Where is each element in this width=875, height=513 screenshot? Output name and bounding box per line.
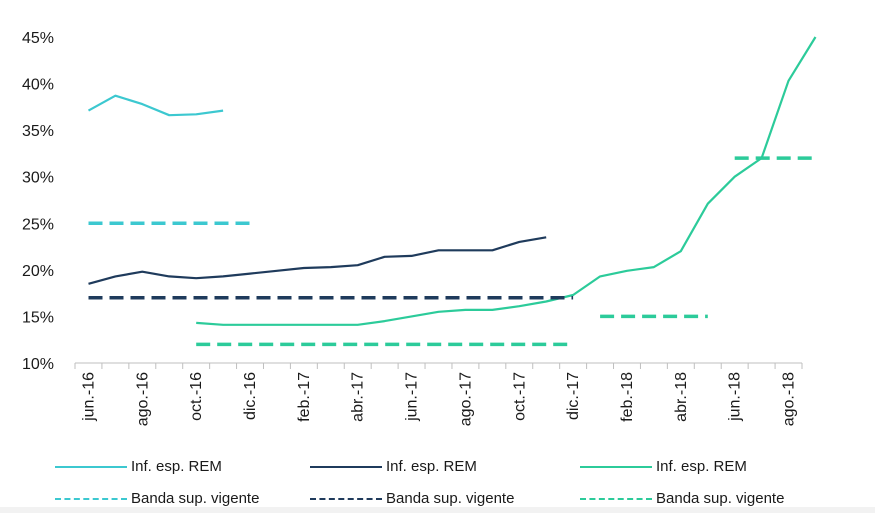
legend-label: Inf. esp. REM bbox=[386, 458, 477, 475]
x-tick-label: jun.-18 bbox=[727, 372, 744, 422]
y-tick-label: 30% bbox=[22, 170, 54, 187]
legend-swatch bbox=[580, 497, 652, 500]
legend-item: Banda sup. vigente bbox=[55, 490, 259, 507]
x-axis bbox=[74, 362, 803, 369]
x-tick-label: oct.-17 bbox=[511, 372, 528, 421]
y-tick-label: 45% bbox=[22, 30, 54, 47]
y-tick-label: 40% bbox=[22, 77, 54, 94]
legend-swatch bbox=[310, 497, 382, 500]
x-tick-label: feb.-17 bbox=[296, 372, 313, 422]
legend-item: Banda sup. vigente bbox=[580, 490, 784, 507]
x-tick-label: dic.-17 bbox=[565, 372, 582, 420]
series-line bbox=[196, 36, 817, 326]
chart-legend: Inf. esp. REM Inf. esp. REM Inf. esp. RE… bbox=[0, 448, 875, 513]
legend-label: Banda sup. vigente bbox=[386, 490, 515, 507]
x-axis-ticks: jun.-16 ago.-16 oct.-16 dic.-16 feb.-17 abr.-… bbox=[80, 372, 797, 426]
legend-label: Inf. esp. REM bbox=[656, 458, 747, 475]
y-tick-label: 25% bbox=[22, 216, 54, 233]
x-tick-label: dic.-16 bbox=[242, 372, 259, 420]
legend-item: Banda sup. vigente bbox=[310, 490, 514, 507]
y-tick-label: 10% bbox=[22, 356, 54, 373]
chart-series bbox=[87, 36, 817, 347]
series-line bbox=[88, 236, 547, 285]
y-tick-label: 35% bbox=[22, 123, 54, 140]
legend-item: Inf. esp. REM bbox=[310, 458, 477, 475]
x-tick-label: jun.-16 bbox=[80, 372, 97, 422]
legend-swatch bbox=[310, 465, 382, 468]
x-tick-label: feb.-18 bbox=[619, 372, 636, 422]
legend-swatch bbox=[55, 497, 127, 500]
inflation-chart: 10% 15% 20% 25% 30% 35% 40% 45% jun.-16 ago.-16 o… bbox=[22, 30, 817, 426]
x-tick-label: abr.-18 bbox=[673, 372, 690, 422]
x-tick-label: ago.-16 bbox=[134, 372, 151, 426]
y-tick-label: 20% bbox=[22, 263, 54, 280]
y-tick-label: 15% bbox=[22, 309, 54, 326]
x-tick-label: jun.-17 bbox=[404, 372, 421, 422]
x-tick-label: oct.-16 bbox=[188, 372, 205, 421]
legend-swatch bbox=[580, 465, 652, 468]
series-line bbox=[87, 94, 224, 117]
x-tick-label: ago.-17 bbox=[457, 372, 474, 426]
legend-label: Inf. esp. REM bbox=[131, 458, 222, 475]
legend-label: Banda sup. vigente bbox=[131, 490, 260, 507]
legend-label: Banda sup. vigente bbox=[656, 490, 785, 507]
legend-item: Inf. esp. REM bbox=[55, 458, 222, 475]
y-axis-ticks: 10% 15% 20% 25% 30% 35% 40% 45% bbox=[22, 30, 54, 373]
legend-swatch bbox=[55, 465, 127, 468]
x-tick-label: ago.-18 bbox=[781, 372, 798, 426]
x-tick-label: abr.-17 bbox=[350, 372, 367, 422]
legend-item: Inf. esp. REM bbox=[580, 458, 747, 475]
bottom-strip bbox=[0, 507, 875, 513]
